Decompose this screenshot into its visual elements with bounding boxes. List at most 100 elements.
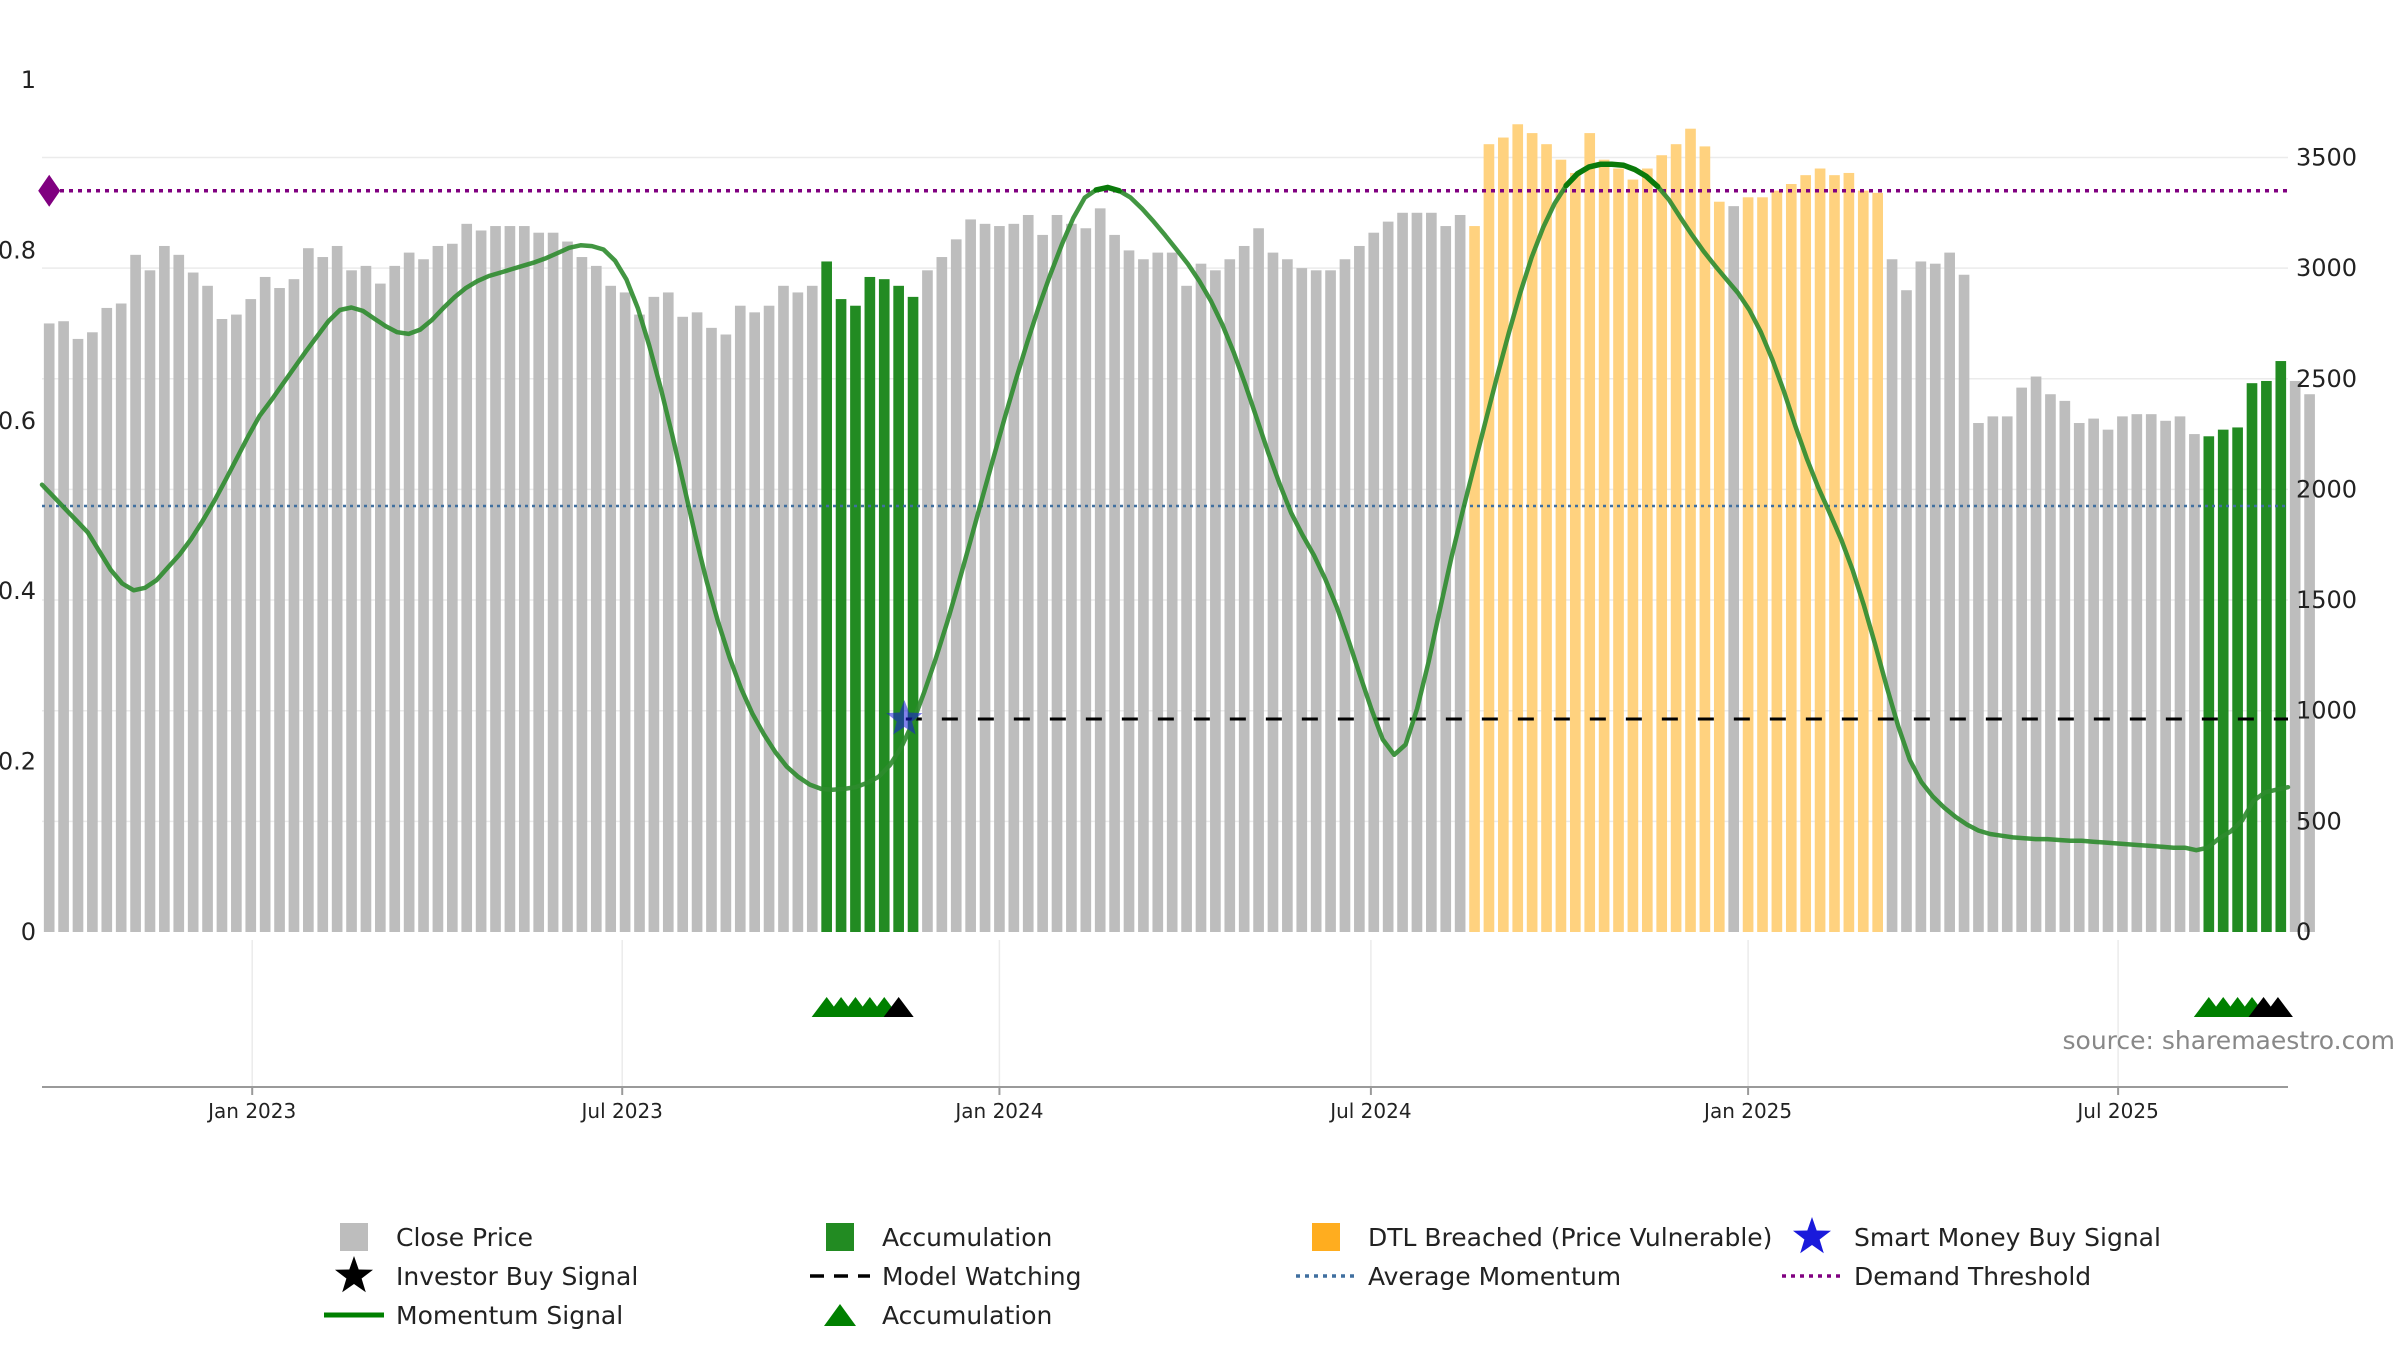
close-price-bar — [720, 334, 732, 932]
right-axis-tick-label: 1000 — [2296, 697, 2357, 725]
close-price-bar — [1728, 206, 1740, 932]
close-price-bar — [173, 254, 185, 932]
close-price-bar — [2073, 423, 2085, 932]
close-price-bar — [1152, 252, 1164, 933]
close-price-bar — [2088, 418, 2099, 933]
close-price-bar — [231, 314, 242, 933]
x-axis-tick-label: Jan 2024 — [953, 1099, 1043, 1123]
x-axis-tick-label: Jul 2025 — [2075, 1099, 2158, 1123]
close-price-bar — [2289, 380, 2301, 933]
accumulation-bar — [907, 296, 919, 932]
close-price-bar — [1037, 234, 1048, 932]
close-price-bar — [101, 307, 113, 932]
right-axis-tick-label: 3000 — [2296, 254, 2357, 282]
close-price-bar — [389, 265, 401, 932]
legend-item: Accumulation — [824, 1301, 1052, 1330]
close-price-bar — [1238, 245, 1250, 933]
close-price-bar — [375, 283, 386, 933]
close-price-bar — [1022, 214, 1034, 933]
close-price-bar — [518, 226, 530, 932]
x-axis-tick-label: Jan 2023 — [206, 1099, 296, 1123]
dtl-breached-bar — [1498, 137, 1509, 933]
dtl-breached-bar — [1699, 146, 1711, 932]
close-price-bar — [144, 270, 156, 932]
close-price-bar — [562, 241, 573, 933]
close-price-bar — [1195, 263, 1207, 932]
legend-star-icon — [1793, 1217, 1831, 1254]
close-price-bar — [979, 223, 991, 933]
legend-item: Close Price — [340, 1223, 533, 1252]
close-price-bar — [72, 338, 84, 932]
close-price-bar — [1094, 208, 1106, 933]
left-axis-tick-label: 0.8 — [0, 236, 36, 264]
dtl-breached-bar — [1656, 155, 1668, 933]
legend-label: Investor Buy Signal — [396, 1262, 638, 1291]
close-price-bar — [792, 292, 804, 932]
close-price-bar — [1181, 285, 1192, 932]
close-price-bar — [1397, 212, 1408, 932]
dtl-breached-bar — [1526, 133, 1538, 933]
dtl-breached-bar — [1757, 197, 1768, 933]
close-price-bar — [1138, 259, 1149, 932]
dtl-breached-bar — [1857, 190, 1869, 932]
close-price-bar — [1210, 270, 1221, 932]
legend-label: Close Price — [396, 1223, 533, 1252]
close-price-bar — [734, 305, 746, 933]
close-price-bar — [547, 232, 559, 932]
close-price-bar — [2059, 400, 2071, 932]
investor-buy-marker — [883, 997, 914, 1017]
close-price-bar — [706, 327, 717, 933]
close-price-bar — [1987, 416, 1999, 932]
close-price-bar — [202, 285, 213, 932]
legend-label: Demand Threshold — [1854, 1262, 2091, 1291]
close-price-bar — [216, 319, 228, 932]
close-price-bar — [475, 230, 487, 933]
close-price-bar — [115, 303, 127, 932]
close-price-bar — [43, 323, 55, 932]
legend-triangle-icon — [824, 1304, 856, 1326]
close-price-bar — [576, 257, 588, 932]
close-price-bar — [418, 259, 429, 932]
close-price-bar — [1253, 228, 1264, 932]
close-price-bar — [403, 252, 415, 933]
legend-label: DTL Breached (Price Vulnerable) — [1368, 1223, 1772, 1252]
dtl-breached-bar — [1584, 133, 1596, 933]
close-price-bar — [1901, 290, 1912, 933]
close-price-bar — [763, 305, 775, 933]
momentum-signal-above-threshold — [1093, 161, 1661, 194]
close-price-bar — [778, 285, 789, 932]
demand-threshold-marker — [38, 174, 61, 207]
close-price-bar — [245, 299, 257, 933]
close-price-bar — [1109, 234, 1120, 932]
axes-layer: 0 0.2 0.4 0.6 0.8 1 0 500 1000 1500 2000 2500 3000 35… — [0, 66, 2357, 1123]
bars-layer — [43, 124, 2315, 933]
dtl-breached-bar — [1670, 144, 1682, 932]
close-price-bar — [922, 270, 933, 932]
close-price-bar — [965, 219, 976, 933]
legend: Close Price Accumulation DTL Breached (Pri… — [324, 1217, 2161, 1330]
markers-layer — [38, 174, 2293, 1017]
close-price-bar — [2189, 434, 2200, 932]
left-axis-tick-label: 0.2 — [0, 748, 36, 776]
dtl-breached-bar — [1613, 168, 1624, 932]
right-axis-tick-label: 2500 — [2296, 365, 2357, 393]
legend-item: Demand Threshold — [1782, 1262, 2091, 1291]
close-price-bar — [360, 265, 372, 932]
close-price-bar — [648, 296, 660, 932]
dtl-breached-bar — [1483, 144, 1495, 932]
close-price-bar — [1267, 252, 1279, 933]
close-price-bar — [590, 265, 602, 932]
legend-swatch — [340, 1223, 368, 1251]
close-price-bar — [1354, 245, 1365, 933]
dtl-breached-bar — [1829, 175, 1840, 932]
legend-item: Model Watching — [810, 1262, 1082, 1291]
dtl-breached-bar — [1627, 179, 1639, 932]
lines-layer — [39, 161, 2291, 853]
accumulation-bar — [2232, 427, 2243, 932]
close-price-bar — [662, 292, 674, 932]
close-price-bar — [432, 245, 444, 933]
dtl-breached-bar — [1742, 197, 1754, 933]
right-axis-tick-label: 2000 — [2296, 475, 2357, 503]
right-axis-tick-label: 0 — [2296, 918, 2311, 946]
close-price-bar — [2030, 376, 2042, 932]
